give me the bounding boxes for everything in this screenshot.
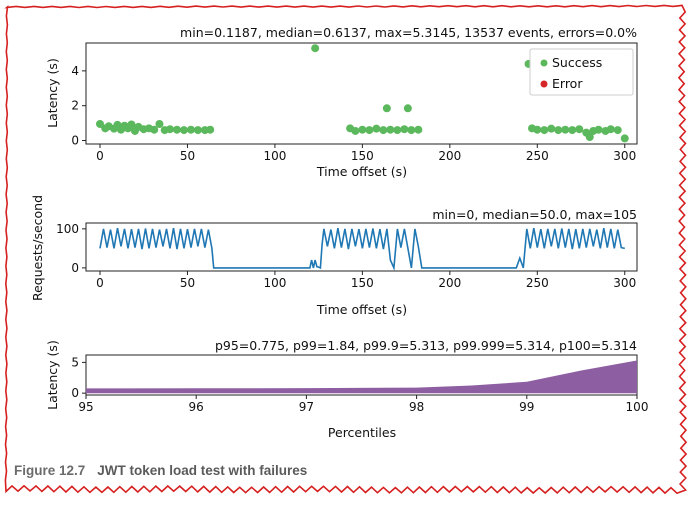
panel1-ytick-label: 2 (71, 99, 79, 113)
requests-series-line (99, 227, 625, 272)
requests-line-panel: min=0, median=50.0, max=105 Requests/sec… (30, 195, 638, 317)
panel3-xtick-label: 98 (409, 400, 424, 414)
panel1-ytick-label: 0 (71, 134, 79, 148)
scatter-point (165, 125, 174, 134)
panel1-xtick-label: 150 (351, 149, 374, 163)
panel2-plot-area (85, 222, 638, 272)
panel2-ytick-label: 0 (71, 261, 79, 275)
panel3-xtick-label: 97 (299, 400, 314, 414)
panel2-xlabel: Time offset (s) (316, 302, 407, 317)
scatter-point (386, 125, 395, 134)
scatter-point (95, 119, 104, 128)
scatter-point (155, 119, 164, 128)
panel3-xtick-label: 95 (78, 400, 93, 414)
scatter-point (620, 134, 629, 143)
panel1-xtick-label: 100 (263, 149, 286, 163)
scatter-point (393, 126, 402, 135)
panel1-plot-area (85, 42, 638, 145)
caption-title: JWT token load test with failures (97, 463, 308, 478)
scatter-point (206, 125, 215, 134)
scatter-point (365, 126, 374, 135)
scatter-point (372, 124, 381, 133)
panel2-xtick-label: 250 (526, 276, 549, 290)
panel3-xtick-label: 96 (189, 400, 204, 414)
panel2-xtick-label: 150 (351, 276, 374, 290)
panel2-ylabel: Requests/second (30, 195, 45, 301)
panel1-axes: 0 50 100 150 200 250 300 0 2 4 (71, 64, 636, 163)
scatter-point (606, 125, 615, 134)
panel1-xtick-label: 50 (180, 149, 195, 163)
panel3-xtick-label: 100 (626, 400, 649, 414)
scatter-point (403, 104, 412, 113)
scatter-point (585, 133, 594, 142)
scatter-point (193, 126, 202, 135)
panel3-axes: 95 96 97 98 99 100 0 5 (71, 355, 648, 414)
panel1-xtick-label: 250 (526, 149, 549, 163)
panel2-ytick-label: 100 (56, 222, 79, 236)
scatter-point (379, 126, 388, 135)
panel3-title: p95=0.775, p99=1.84, p99.9=5.313, p99.99… (215, 338, 637, 353)
scatter-point (311, 44, 320, 53)
scatter-point (414, 125, 423, 134)
panel1-title: min=0.1187, median=0.6137, max=5.3145, 1… (180, 25, 637, 40)
scatter-point (186, 125, 195, 134)
scatter-point (172, 125, 181, 134)
scatter-point (554, 126, 563, 135)
panel2-xtick-label: 100 (263, 276, 286, 290)
panel2-xtick-label: 200 (438, 276, 461, 290)
panel1-xtick-label: 0 (96, 149, 104, 163)
scatter-point (533, 125, 542, 134)
panel1-ytick-label: 4 (71, 64, 79, 78)
legend: Success Error (529, 48, 634, 96)
panel3-ytick-label: 0 (71, 386, 79, 400)
panel1-ylabel: Latency (s) (45, 58, 60, 128)
legend-success-label: Success (552, 55, 602, 70)
panel2-xtick-label: 0 (96, 276, 104, 290)
caption-number: Figure 12.7 (14, 463, 86, 478)
scatter-point (400, 125, 409, 134)
scatter-point (407, 126, 416, 135)
panel1-points (95, 44, 629, 143)
scatter-point (568, 126, 577, 135)
latency-scatter-panel: min=0.1187, median=0.6137, max=5.3145, 1… (45, 25, 638, 179)
figure-border (4, 4, 688, 495)
scatter-point (540, 126, 549, 135)
panel1-xlabel: Time offset (s) (316, 164, 407, 179)
scatter-point (575, 125, 584, 134)
scatter-point (547, 124, 556, 133)
scatter-point (127, 120, 136, 129)
panel2-xtick-label: 300 (613, 276, 636, 290)
scatter-point (561, 125, 570, 134)
scatter-point (594, 125, 603, 134)
figure-caption: Figure 12.7 JWT token load test with fail… (14, 463, 307, 478)
percentiles-area-panel: p95=0.775, p99=1.84, p99.9=5.313, p99.99… (45, 338, 648, 440)
panel3-ylabel: Latency (s) (45, 340, 60, 410)
panel2-axes: 0 50 100 150 200 250 300 0 100 (56, 222, 636, 290)
panel3-ytick-label: 5 (71, 355, 79, 369)
scatter-point (358, 125, 367, 134)
scatter-point (382, 104, 391, 113)
legend-error-marker (540, 80, 548, 88)
panel3-xlabel: Percentiles (328, 425, 396, 440)
panel2-title: min=0, median=50.0, max=105 (432, 207, 637, 222)
panel2-xtick-label: 50 (180, 276, 195, 290)
panel3-xtick-label: 99 (519, 400, 534, 414)
percentile-area (86, 360, 637, 394)
scatter-point (613, 126, 622, 135)
panel1-xtick-label: 300 (613, 149, 636, 163)
scatter-point (179, 126, 188, 135)
scatter-point (351, 126, 360, 135)
legend-box (529, 48, 634, 96)
legend-error-label: Error (552, 76, 583, 91)
legend-success-marker (540, 59, 548, 67)
scatter-point (150, 125, 159, 134)
panel1-xtick-label: 200 (438, 149, 461, 163)
